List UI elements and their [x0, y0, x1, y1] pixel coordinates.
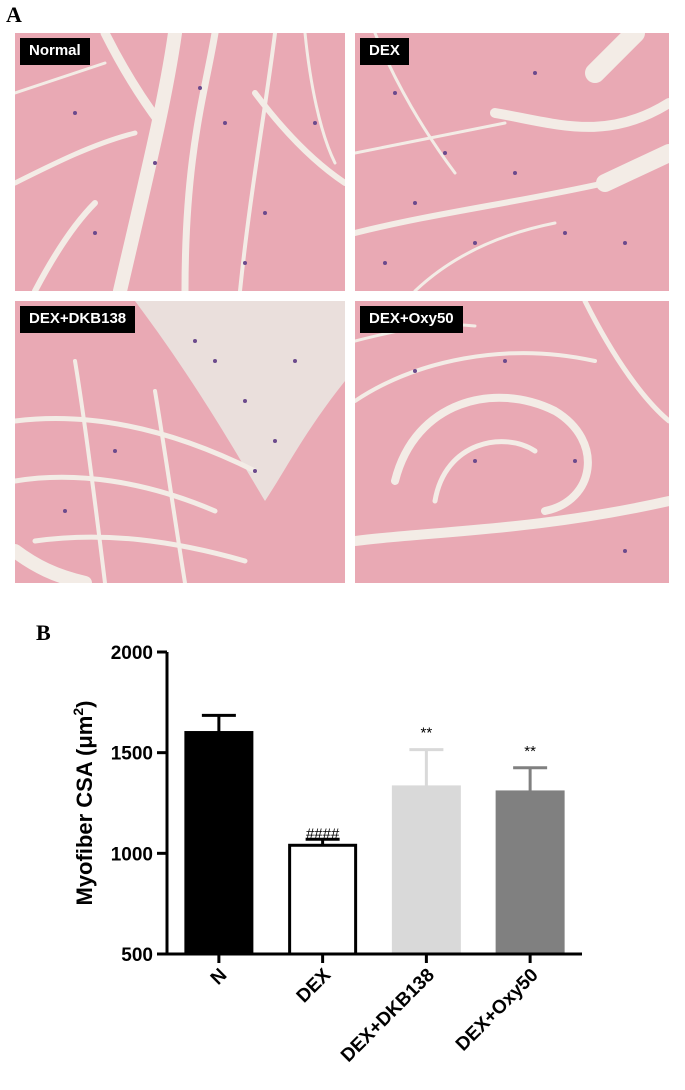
- muscle-tissue-image: [15, 33, 345, 291]
- y-tick-label: 500: [121, 945, 153, 966]
- micrograph-dex-oxy50: DEX+Oxy50: [355, 301, 669, 583]
- micrograph-dex-dkb138: DEX+DKB138: [15, 301, 345, 583]
- label-dex: DEX: [360, 38, 409, 65]
- significance-label: ####: [306, 825, 340, 842]
- bar: [288, 843, 358, 956]
- micrograph-dex: DEX: [355, 33, 669, 291]
- x-tick-label: DEX: [293, 964, 336, 1007]
- bar-chart: 500 1000 1500 2000 #### ** ** N DEX DEX+DKB138 D…: [70, 643, 582, 1067]
- micrograph-normal: Normal: [15, 33, 345, 291]
- significance-label: **: [421, 725, 433, 742]
- y-tick-label: 2000: [111, 643, 153, 664]
- panel-a-letter: A: [6, 2, 22, 27]
- y-axis: 500 1000 1500 2000: [111, 643, 169, 966]
- label-normal: Normal: [20, 38, 90, 65]
- x-tick-label: N: [207, 965, 232, 990]
- muscle-tissue-image: [355, 301, 669, 583]
- bars: #### ** **: [184, 713, 565, 956]
- muscle-tissue-image: [355, 33, 669, 291]
- label-dex-dkb138: DEX+DKB138: [20, 306, 136, 333]
- x-tick-label: DEX+DKB138: [337, 965, 439, 1067]
- muscle-tissue-image: [15, 301, 345, 583]
- x-tick-label: DEX+Oxy50: [452, 965, 543, 1056]
- label-dex-oxy50: DEX+Oxy50: [360, 306, 463, 333]
- significance-label: **: [524, 743, 536, 760]
- bar: [495, 790, 565, 956]
- bar: [391, 785, 461, 956]
- bar: [184, 731, 254, 956]
- y-axis-label: Myofiber CSA (μm2): [70, 700, 97, 905]
- panel-b-letter: B: [36, 620, 51, 645]
- x-axis: N DEX DEX+DKB138 DEX+Oxy50: [167, 952, 582, 1067]
- y-tick-label: 1000: [111, 844, 153, 865]
- y-tick-label: 1500: [111, 744, 153, 765]
